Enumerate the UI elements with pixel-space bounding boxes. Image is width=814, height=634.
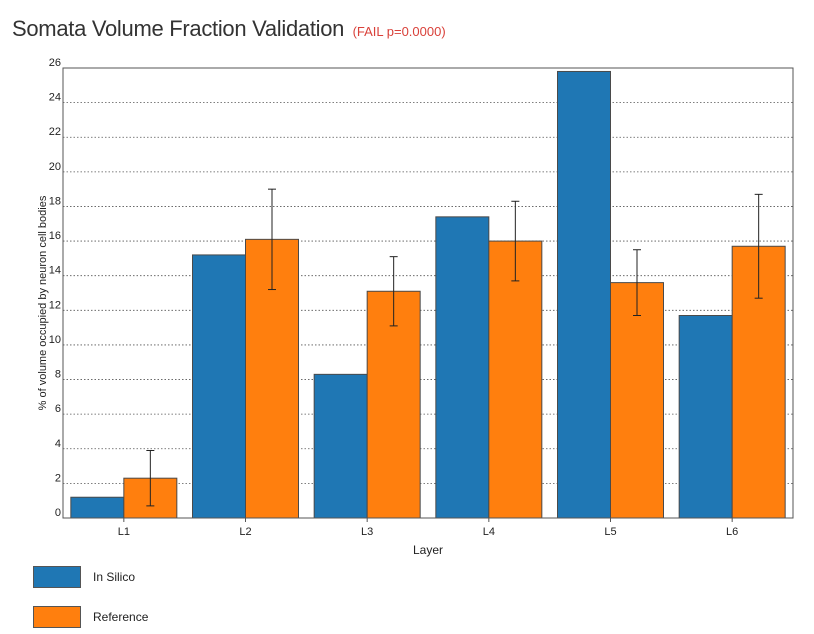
bar-reference (610, 282, 664, 519)
y-tick-label: 18 (49, 195, 61, 207)
y-tick-label: 10 (49, 334, 61, 346)
legend-swatch-reference (33, 606, 81, 628)
y-tick-label: 22 (49, 126, 61, 138)
y-tick-label: 8 (55, 369, 61, 381)
bar-in-silico (313, 373, 368, 519)
y-tick-label: 26 (49, 57, 61, 69)
x-tick-label: L2 (239, 526, 251, 538)
y-tick-label: 14 (49, 265, 61, 277)
y-tick-label: 12 (49, 299, 61, 311)
chart-title: Somata Volume Fraction Validation (12, 16, 345, 41)
x-tick-label: L5 (604, 526, 616, 538)
y-tick-label: 2 (55, 472, 61, 484)
x-tick-label: L4 (483, 526, 495, 538)
legend-label-reference: Reference (93, 610, 149, 624)
bar-in-silico (70, 496, 125, 519)
y-tick-label: 4 (55, 438, 61, 450)
bar-in-silico (678, 315, 733, 519)
legend-swatch-in-silico (33, 566, 81, 588)
x-tick-label: L6 (726, 526, 738, 538)
validation-status: (FAIL p=0.0000) (352, 24, 446, 39)
y-tick-label: 6 (55, 403, 61, 415)
legend-item-in-silico: In Silico (33, 566, 233, 588)
y-axis-label: % of volume occupied by neuron cell bodi… (37, 195, 49, 410)
legend-item-reference: Reference (33, 606, 233, 628)
plot-frame (62, 67, 794, 519)
x-tick-label: L1 (118, 526, 130, 538)
y-tick-label: 20 (49, 161, 61, 173)
bar-in-silico (557, 70, 611, 519)
bar-in-silico (192, 254, 246, 519)
y-tick-label: 0 (55, 507, 61, 519)
bar-reference (366, 290, 421, 519)
y-tick-label: 24 (49, 92, 61, 104)
bar-in-silico (435, 216, 490, 519)
y-tick-label: 16 (49, 230, 61, 242)
chart-title-row: Somata Volume Fraction Validation (FAIL … (12, 16, 446, 42)
x-axis-label: Layer (413, 543, 443, 557)
x-tick-label: L3 (361, 526, 373, 538)
bar-reference (488, 240, 543, 519)
legend-label-in-silico: In Silico (93, 570, 136, 584)
